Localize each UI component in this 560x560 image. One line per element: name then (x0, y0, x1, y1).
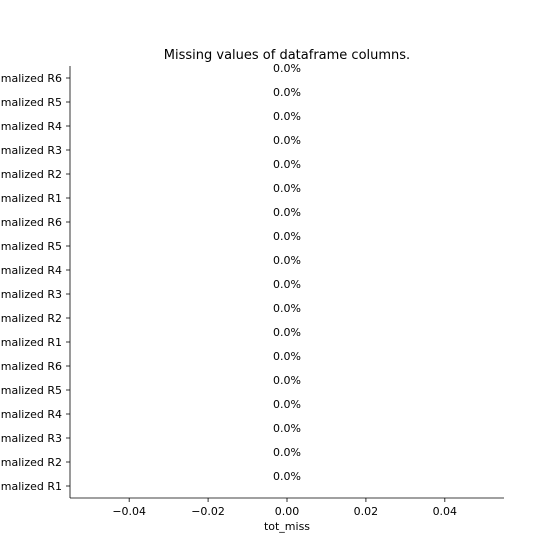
x-tick-label: −0.04 (112, 505, 146, 518)
y-tick-label: malized R4 (1, 120, 62, 133)
y-tick-label: malized R4 (1, 264, 62, 277)
data-label: 0.0% (273, 470, 301, 483)
y-tick-label: malized R5 (1, 240, 62, 253)
data-label: 0.0% (273, 206, 301, 219)
data-label: 0.0% (273, 158, 301, 171)
y-tick-label: malized R4 (1, 408, 62, 421)
data-label: 0.0% (273, 110, 301, 123)
y-tick-label: malized R1 (1, 192, 62, 205)
data-label: 0.0% (273, 278, 301, 291)
x-axis-ticks: −0.04 −0.02 0.00 0.02 0.04 (112, 498, 457, 518)
y-tick-label: malized R2 (1, 168, 62, 181)
data-label: 0.0% (273, 350, 301, 363)
data-labels: 0.0% 0.0% 0.0% 0.0% 0.0% 0.0% 0.0% 0.0% 0.0% 0.0%… (273, 62, 301, 483)
y-tick-label: malized R6 (1, 360, 62, 373)
y-tick-label: malized R6 (1, 216, 62, 229)
data-label: 0.0% (273, 134, 301, 147)
data-label: 0.0% (273, 326, 301, 339)
y-axis-ticks: malized R1 malized R2 malized R3 malized R4… (1, 72, 70, 493)
y-tick-label: malized R1 (1, 480, 62, 493)
x-tick-label: 0.04 (433, 505, 458, 518)
y-tick-label: malized R3 (1, 432, 62, 445)
x-axis-label: tot_miss (264, 520, 310, 533)
data-label: 0.0% (273, 182, 301, 195)
y-tick-label: malized R6 (1, 72, 62, 85)
data-label: 0.0% (273, 254, 301, 267)
y-tick-label: malized R3 (1, 288, 62, 301)
data-label: 0.0% (273, 302, 301, 315)
data-label: 0.0% (273, 230, 301, 243)
y-tick-label: malized R2 (1, 312, 62, 325)
data-label: 0.0% (273, 374, 301, 387)
y-tick-label: malized R1 (1, 336, 62, 349)
data-label: 0.0% (273, 446, 301, 459)
data-label: 0.0% (273, 422, 301, 435)
y-tick-label: malized R5 (1, 96, 62, 109)
chart-title: Missing values of dataframe columns. (163, 48, 411, 63)
x-tick-label: 0.00 (275, 505, 300, 518)
x-tick-label: −0.02 (191, 505, 225, 518)
y-tick-label: malized R5 (1, 384, 62, 397)
data-label: 0.0% (273, 62, 301, 75)
data-label: 0.0% (273, 86, 301, 99)
y-tick-label: malized R2 (1, 456, 62, 469)
data-label: 0.0% (273, 398, 301, 411)
y-tick-label: malized R3 (1, 144, 62, 157)
x-tick-label: 0.02 (354, 505, 379, 518)
